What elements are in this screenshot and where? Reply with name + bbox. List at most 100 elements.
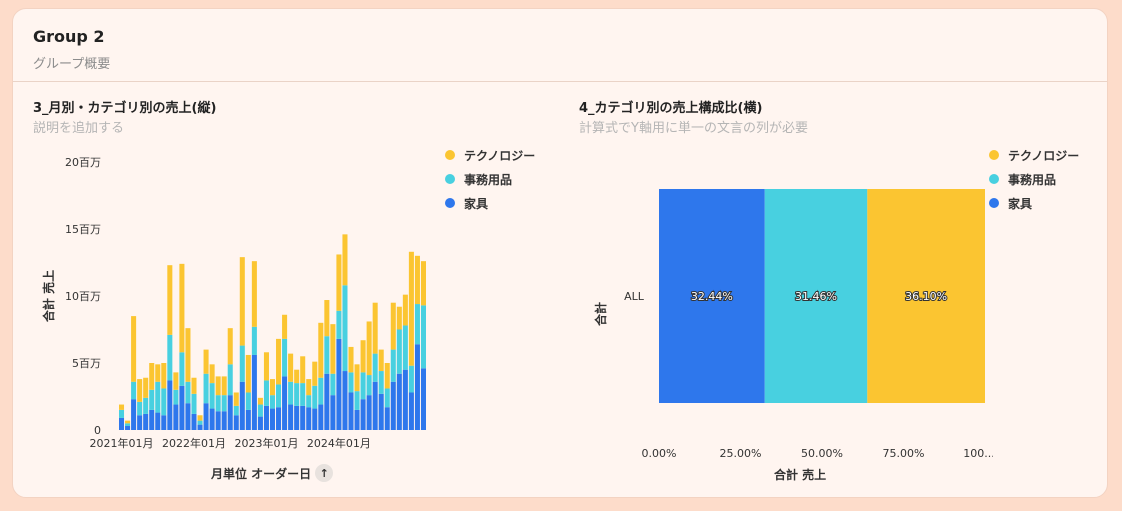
bar-segment xyxy=(239,345,245,382)
bar-segment xyxy=(420,368,426,430)
bar-segment xyxy=(408,392,414,430)
group-subtitle: グループ概要 xyxy=(33,57,111,72)
x-tick-label: 75.00% xyxy=(883,447,925,459)
bar-segment xyxy=(125,420,131,424)
bar-segment xyxy=(294,405,300,430)
x-tick-label: 100... xyxy=(963,447,993,459)
bar-segment xyxy=(233,392,239,406)
bar-segment xyxy=(251,354,257,430)
bar-segment xyxy=(330,373,336,396)
legend-dot-icon xyxy=(445,174,455,184)
bar-segment xyxy=(312,361,318,386)
bar-segment xyxy=(269,395,276,409)
bar-segment xyxy=(185,403,191,430)
bar-segment xyxy=(269,379,276,396)
chart1-title: 3_月別・カテゴリ別の売上(縦) xyxy=(33,101,217,116)
bar-segment xyxy=(239,257,245,346)
bar-segment xyxy=(155,381,161,413)
bar-segment xyxy=(149,363,155,390)
bar-segment xyxy=(396,306,402,330)
arrow-up-icon[interactable]: ↑ xyxy=(315,464,334,482)
bar-segment xyxy=(294,383,300,406)
y-tick-label: 0 xyxy=(94,424,101,437)
bar-segment xyxy=(197,420,203,425)
chart2-legend: テクノロジー 事務用品 家具 xyxy=(989,143,1079,215)
bar-segment xyxy=(396,373,402,430)
bar-segment xyxy=(257,404,263,417)
group-card: Group 2 グループ概要 3_月別・カテゴリ別の売上(縦) 説明を追加する … xyxy=(12,8,1108,498)
legend-label: テクノロジー xyxy=(1008,148,1080,163)
chart1-description[interactable]: 説明を追加する xyxy=(33,121,125,136)
x-tick-label: 50.00% xyxy=(801,447,843,459)
bar-segment xyxy=(143,377,149,398)
bar-segment xyxy=(354,409,360,430)
bar-segment xyxy=(402,369,408,430)
bar-segment xyxy=(378,349,384,372)
bar-segment xyxy=(203,403,209,430)
bar-segment xyxy=(294,369,300,384)
bar-segment xyxy=(263,352,269,381)
bar-segment xyxy=(179,352,185,386)
bar-segment xyxy=(282,314,288,339)
bar-segment xyxy=(390,381,396,430)
y-category-label: ALL xyxy=(624,290,645,303)
legend-label: 事務用品 xyxy=(464,172,513,187)
bar-segment xyxy=(263,405,269,430)
bar-segment xyxy=(251,326,257,355)
legend-item-technology[interactable]: テクノロジー xyxy=(989,143,1079,167)
bar-segment xyxy=(420,305,426,369)
bar-segment xyxy=(161,363,167,389)
bar-segment xyxy=(269,408,276,430)
legend-item-furniture[interactable]: 家具 xyxy=(989,191,1079,215)
y-tick-label: 10百万 xyxy=(65,290,101,303)
bar-segment xyxy=(143,397,149,414)
bar-segment xyxy=(384,407,390,430)
bar-segment xyxy=(167,380,173,430)
legend-item-technology[interactable]: テクノロジー xyxy=(445,143,535,167)
legend-item-furniture[interactable]: 家具 xyxy=(445,191,535,215)
legend-label: 家具 xyxy=(464,196,489,211)
bar-segment xyxy=(288,381,294,405)
bar-segment xyxy=(354,364,360,392)
bar-segment xyxy=(179,385,185,430)
legend-item-office[interactable]: 事務用品 xyxy=(445,167,535,191)
bar-segment xyxy=(149,409,155,430)
bar-segment xyxy=(354,391,360,410)
x-tick-label: 0.00% xyxy=(642,447,677,459)
bar-segment xyxy=(378,371,384,394)
bar-segment xyxy=(161,415,167,430)
chart2-description: 計算式でY軸用に単一の文言の列が必要 xyxy=(579,121,808,136)
bar-segment xyxy=(342,285,348,372)
bar-segment xyxy=(390,349,396,382)
bar-segment xyxy=(300,383,306,406)
x-tick-label: 2024年01月 xyxy=(307,436,371,450)
bar-segment xyxy=(276,384,282,408)
chart1-xaxis-title[interactable]: 月単位 オーダー日 ↑ xyxy=(211,464,334,482)
bar-segment xyxy=(221,411,227,430)
legend-item-office[interactable]: 事務用品 xyxy=(989,167,1079,191)
bar-segment xyxy=(209,408,215,430)
data-label: 31.46% xyxy=(795,290,837,303)
bar-segment xyxy=(215,411,221,430)
bar-segment xyxy=(185,381,191,404)
divider xyxy=(13,81,1107,82)
bar-segment xyxy=(185,328,191,382)
bar-segment xyxy=(131,381,137,400)
bar-segment xyxy=(336,338,342,430)
y-tick-label: 15百万 xyxy=(65,223,101,236)
bar-segment xyxy=(167,334,173,381)
bar-segment xyxy=(324,373,330,430)
bar-segment xyxy=(324,336,330,374)
bar-segment xyxy=(414,344,420,430)
bar-segment xyxy=(209,383,215,409)
bar-segment xyxy=(161,388,167,416)
bar-segment xyxy=(179,263,185,353)
x-tick-label: 2021年01月 xyxy=(90,436,154,450)
bar-segment xyxy=(131,316,137,382)
bar-segment xyxy=(372,302,378,354)
y-tick-label: 5百万 xyxy=(72,357,101,370)
bar-segment xyxy=(221,376,227,396)
bar-segment xyxy=(659,189,765,403)
bar-segment xyxy=(203,349,209,374)
bar-segment xyxy=(360,399,366,430)
